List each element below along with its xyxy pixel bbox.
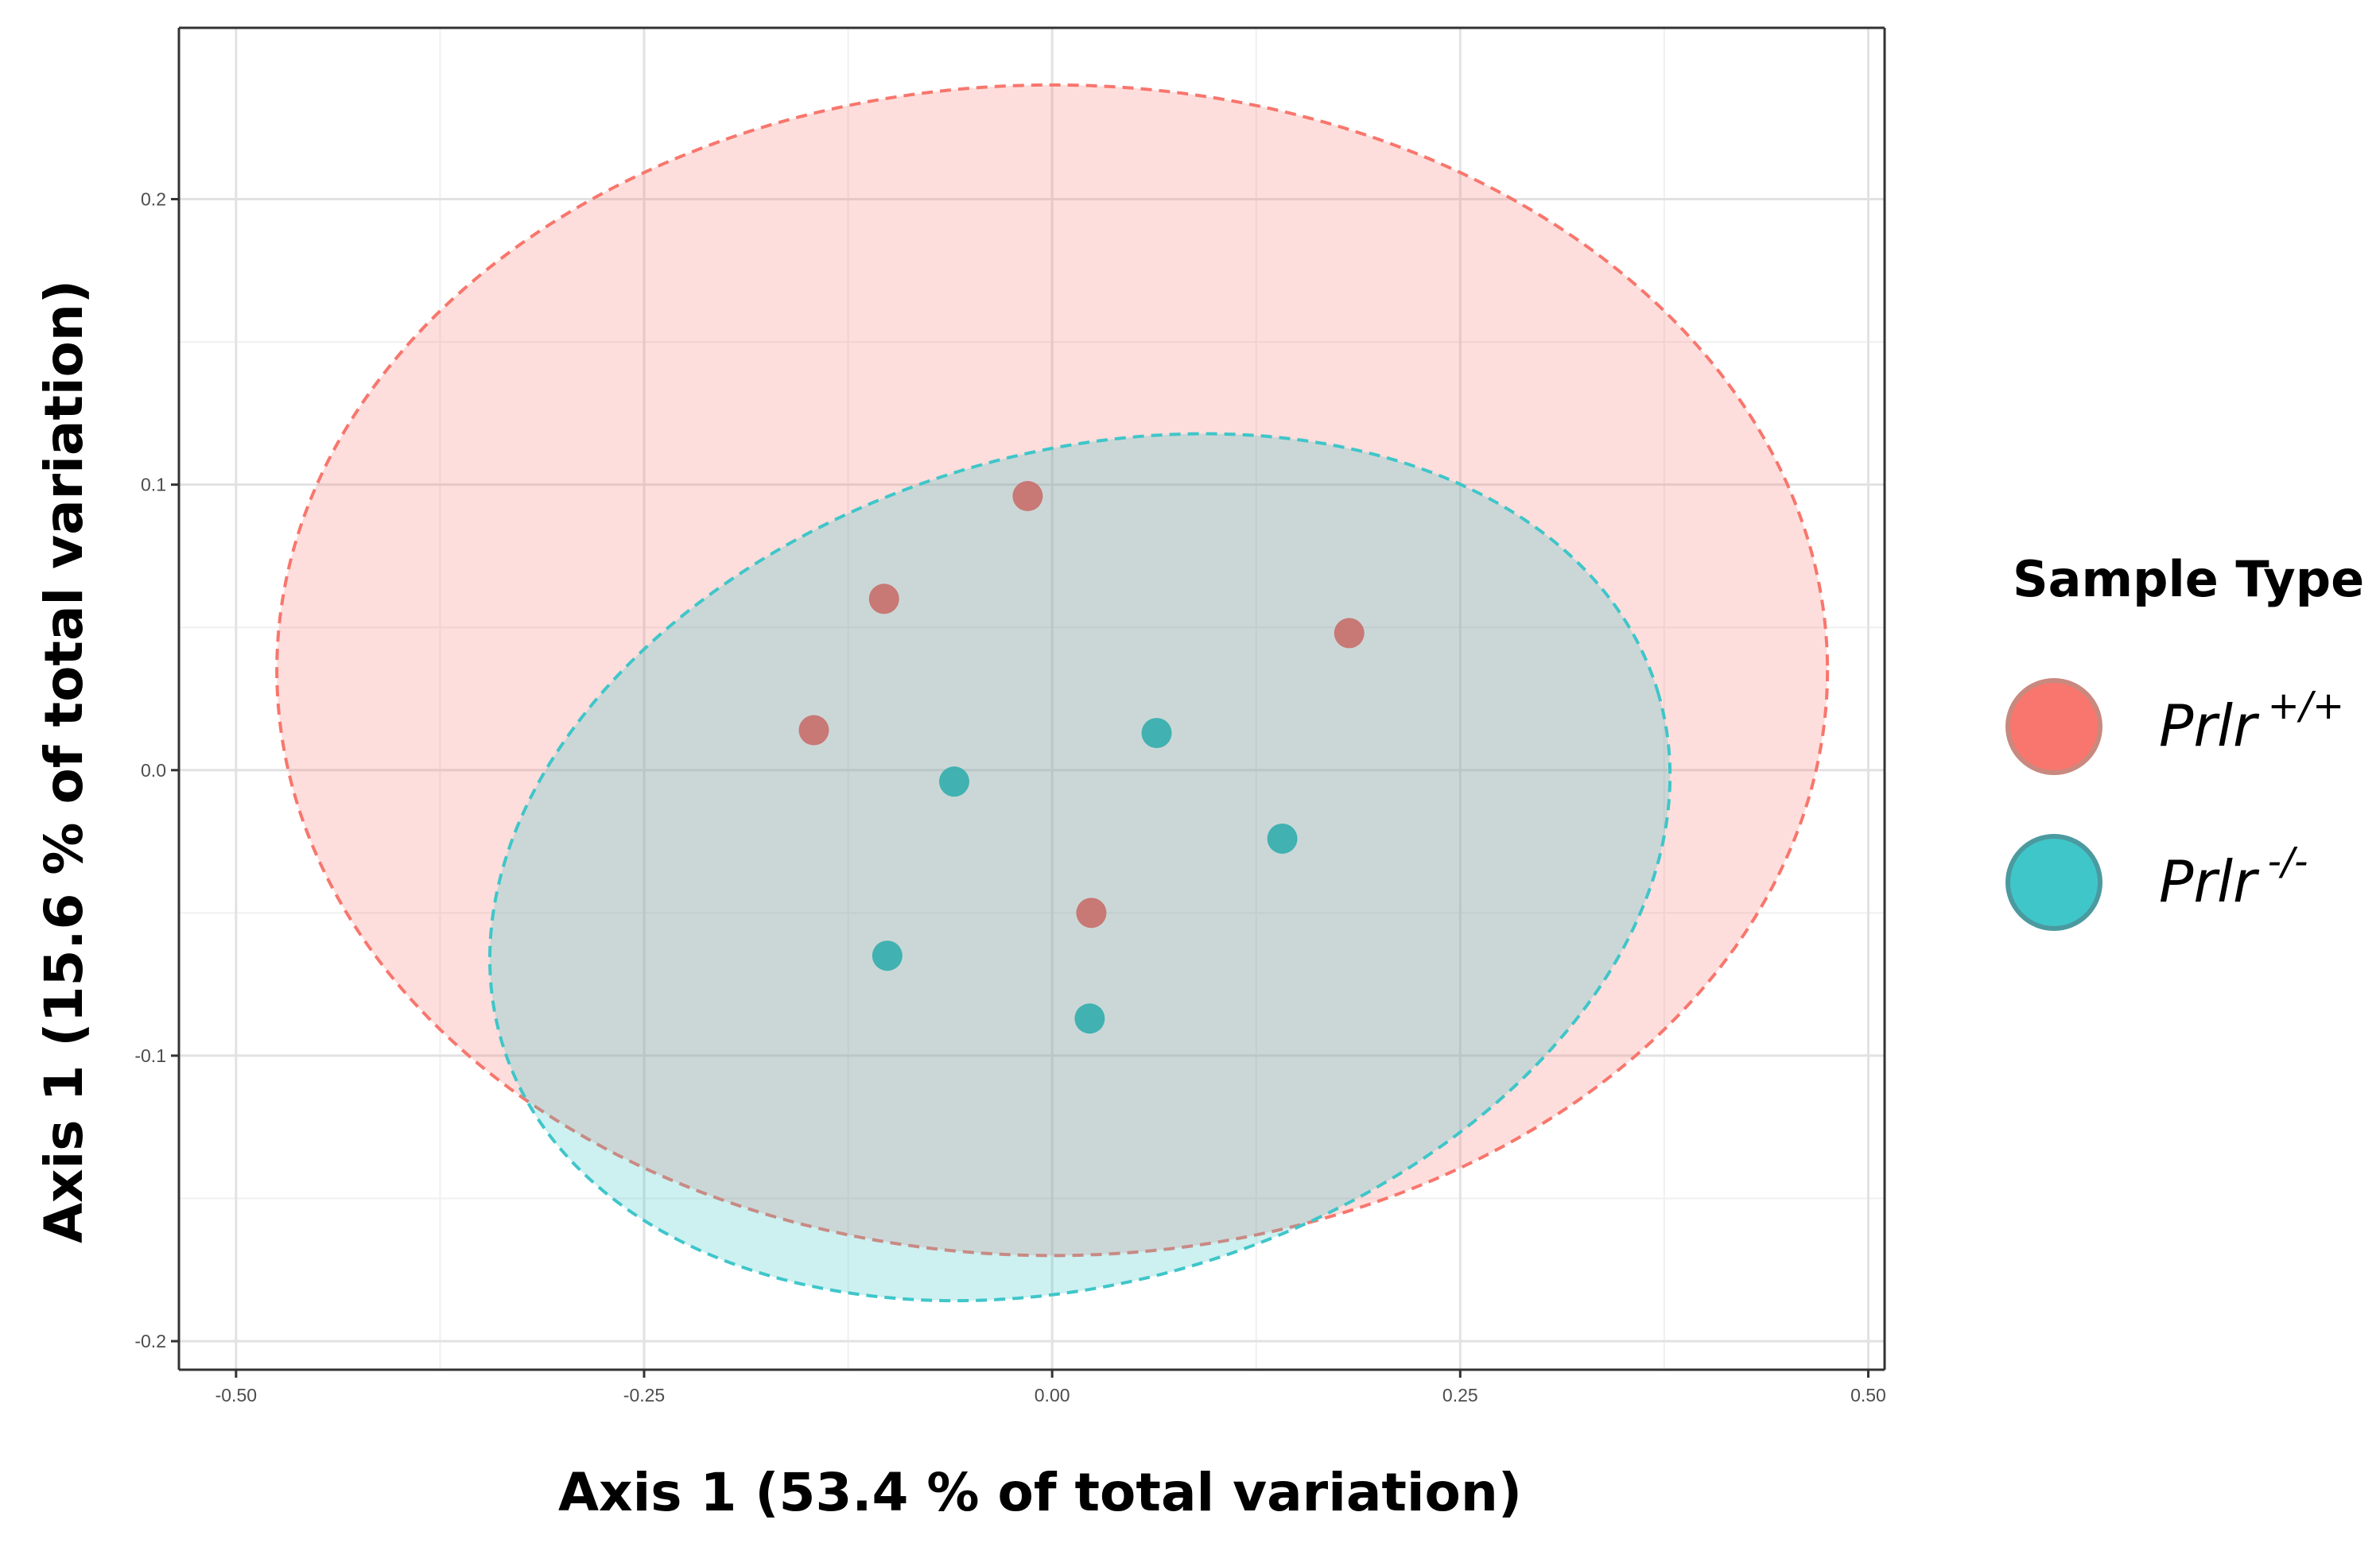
y-tick-label: -0.2 bbox=[134, 1331, 166, 1351]
y-tick-label: 0.2 bbox=[141, 188, 166, 209]
svg-text:Prlr+/+: Prlr +/+ bbox=[2159, 684, 2344, 759]
legend-entry-knockout: Prlr -/- bbox=[2005, 834, 2308, 931]
x-tick-label: -0.25 bbox=[623, 1385, 665, 1405]
legend: Sample Type Prlr +/+ Prlr -/- bbox=[2005, 550, 2364, 931]
confidence-ellipse-1 bbox=[487, 432, 1672, 1303]
x-axis-title: Axis 1 (53.4 % of total variation) bbox=[558, 1462, 1522, 1523]
legend-entry-wildtype: Prlr +/+ bbox=[2005, 678, 2344, 775]
data-point-knockout bbox=[1074, 1003, 1105, 1034]
y-tick-label: 0.0 bbox=[141, 760, 166, 781]
data-point-knockout bbox=[1141, 718, 1172, 749]
plot-area bbox=[179, 28, 1885, 1370]
data-point-wildtype bbox=[1076, 898, 1107, 929]
legend-label-wildtype: Prlr bbox=[2159, 692, 2260, 759]
data-point-wildtype bbox=[868, 584, 899, 615]
y-tick-label: 0.1 bbox=[141, 475, 166, 495]
x-tick-label: 0.25 bbox=[1442, 1385, 1478, 1405]
legend-sup-wildtype: +/+ bbox=[2268, 684, 2345, 728]
data-point-wildtype bbox=[1334, 618, 1365, 649]
svg-text:Prlr-/-: Prlr -/- bbox=[2159, 839, 2308, 915]
legend-key-knockout bbox=[2005, 834, 2102, 931]
data-point-knockout bbox=[939, 766, 969, 797]
legend-sup-knockout: -/- bbox=[2268, 839, 2308, 884]
data-point-wildtype bbox=[798, 715, 829, 746]
legend-title: Sample Type bbox=[2013, 550, 2364, 608]
data-point-wildtype bbox=[1012, 481, 1043, 512]
confidence-ellipse-0 bbox=[275, 83, 1830, 1258]
y-tick-label: -0.1 bbox=[134, 1045, 166, 1066]
plot-background bbox=[179, 28, 1885, 1370]
data-point-knockout bbox=[872, 940, 903, 971]
x-tick-label: 0.00 bbox=[1035, 1385, 1070, 1405]
y-axis-title: Axis 1 (15.6 % of total variation) bbox=[33, 280, 95, 1243]
x-tick-label: -0.50 bbox=[215, 1385, 257, 1405]
x-tick-label: 0.50 bbox=[1850, 1385, 1886, 1405]
legend-key-wildtype bbox=[2005, 678, 2102, 775]
data-point-knockout bbox=[1267, 823, 1298, 854]
legend-label-knockout: Prlr bbox=[2159, 848, 2260, 915]
axes: -0.50 -0.25 0.00 0.25 0.50 -0.2 -0.1 0.0 0.1 0.2 bbox=[134, 26, 1886, 1405]
